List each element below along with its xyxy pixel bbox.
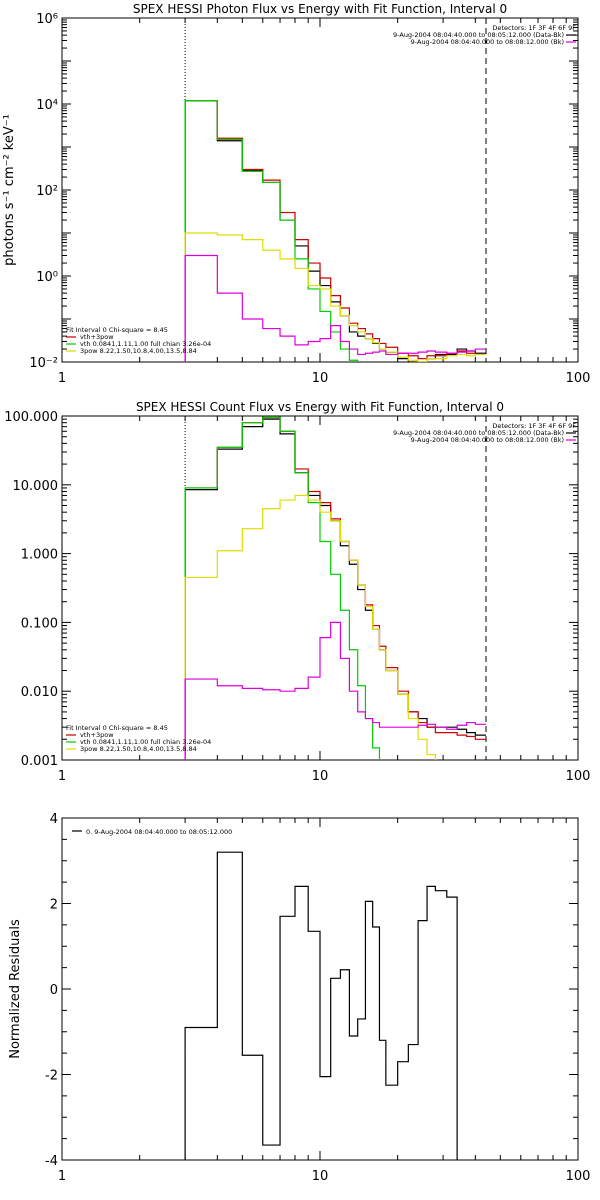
legend-bottom-left: Fit Interval 0 Chi-square = 8.45vth+3pow…: [66, 326, 211, 355]
legend-label: vth 0.0841,1.11,1.00 full chian 3.26e-04: [80, 340, 211, 348]
y-axis-label: photons s⁻¹ cm⁻² keV⁻¹: [2, 114, 17, 266]
legend-top-left: 0. 9-Aug-2004 08:04:40.000 to 08:05:12.0…: [72, 828, 232, 836]
legend-header: Detectors: 1F 3F 4F 6F 9F: [492, 24, 576, 32]
y-tick-label: -2: [45, 1069, 58, 1084]
legend-label: 3pow 8.22,1.50,10.8,4.00,13.5,8.84: [80, 745, 197, 753]
chart-title: SPEX HESSI Photon Flux vs Energy with Fi…: [133, 2, 507, 16]
legend-top-right: Detectors: 1F 3F 4F 6F 9F9-Aug-2004 08:0…: [393, 422, 576, 444]
legend-bottom-left: Fit Interval 0 Chi-square = 8.45vth+3pow…: [66, 724, 211, 753]
legend-label: vth+3pow: [80, 731, 114, 739]
chart-panel-3: 1 10 100 -4 -2 0 2 4 Normalized Residuals 0. 9-Au…: [8, 812, 590, 1184]
x-tick-label: 100: [566, 1169, 591, 1184]
y-tick-label: -4: [45, 1154, 58, 1169]
y-tick-label: 1.000: [21, 548, 58, 563]
legend-header: Fit Interval 0 Chi-square = 8.45: [66, 326, 168, 334]
y-tick-label: 4: [50, 812, 58, 827]
legend-top-right: Detectors: 1F 3F 4F 6F 9F9-Aug-2004 08:0…: [393, 24, 576, 46]
series-line-bk: [184, 621, 487, 760]
y-axis-label: Normalized Residuals: [8, 919, 23, 1059]
legend-header: Detectors: 1F 3F 4F 6F 9F: [492, 422, 576, 430]
series-line-bk: [184, 254, 487, 362]
y-tick-label: 10²: [36, 184, 58, 199]
series-line-3pow: [184, 232, 487, 362]
series-line-vth: [184, 100, 359, 362]
legend-header: Fit Interval 0 Chi-square = 8.45: [66, 724, 168, 732]
y-tick-label: 10.000: [13, 479, 59, 494]
series-line-3pow: [184, 494, 436, 760]
x-tick-label: 10: [312, 371, 329, 386]
y-tick-label: 100.000: [4, 410, 58, 425]
y-tick-label: 0.100: [21, 616, 58, 631]
series-line-vth: [184, 416, 381, 760]
x-tick-label: 10: [312, 1169, 329, 1184]
x-tick-label: 1: [58, 769, 66, 784]
x-tick-label: 1: [58, 1169, 66, 1184]
y-tick-label: 10⁶: [36, 12, 58, 27]
y-tick-label: 10⁰: [36, 270, 58, 285]
y-tick-label: 10⁴: [36, 98, 58, 113]
y-tick-label: 0.010: [21, 685, 58, 700]
x-tick-label: 1: [58, 371, 66, 386]
y-tick-label: 0: [50, 983, 58, 998]
legend-label: 9-Aug-2004 08:04:40.000 to 08:08:12.000 …: [411, 436, 564, 444]
y-tick-label: 2: [50, 898, 58, 913]
legend-label: vth+3pow: [80, 333, 114, 341]
legend-label: 3pow 8.22,1.50,10.8,4.00,13.5,8.84: [80, 347, 197, 355]
chart-title: SPEX HESSI Count Flux vs Energy with Fit…: [136, 400, 504, 414]
x-tick-label: 100: [566, 371, 591, 386]
legend-label: vth 0.0841,1.11,1.00 full chian 3.26e-04: [80, 738, 211, 746]
series-line-data-bk: [184, 418, 487, 760]
x-tick-label: 100: [566, 769, 591, 784]
y-tick-label: 0.001: [21, 754, 58, 769]
y-tick-label: 10⁻²: [29, 356, 58, 371]
series-group: [184, 416, 487, 760]
series-line-vth-3pow: [184, 416, 487, 760]
x-tick-label: 10: [312, 769, 329, 784]
chart-panel-1: SPEX HESSI Photon Flux vs Energy with Fi…: [2, 2, 590, 386]
chart-panel-2: SPEX HESSI Count Flux vs Energy with Fit…: [4, 400, 590, 784]
legend-label: 9-Aug-2004 08:04:40.000 to 08:05:12.000 …: [393, 31, 564, 39]
legend-label: 9-Aug-2004 08:04:40.000 to 08:05:12.000 …: [393, 429, 564, 437]
legend-label: 0. 9-Aug-2004 08:04:40.000 to 08:05:12.0…: [86, 828, 232, 836]
series-line-0-9-aug-2004-08-04-40-000-to-08-05-12-000: [184, 851, 458, 1160]
legend-label: 9-Aug-2004 08:04:40.000 to 08:08:12.000 …: [411, 38, 564, 46]
series-group: [184, 100, 487, 362]
series-group: [184, 851, 458, 1160]
plot-frame: [61, 415, 579, 761]
